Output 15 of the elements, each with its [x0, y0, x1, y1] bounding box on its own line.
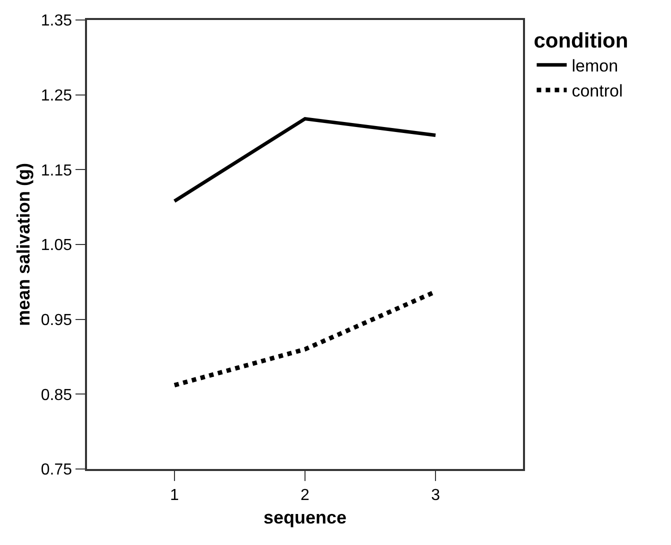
y-tick-label: 1.05 — [40, 237, 72, 254]
y-tick-label: 1.35 — [40, 12, 72, 30]
x-tick-label: 2 — [300, 486, 310, 504]
x-axis-title: sequence — [263, 508, 347, 528]
x-tick-label: 3 — [431, 486, 440, 504]
legend-label: control — [572, 82, 623, 101]
x-tick-label: 1 — [170, 486, 180, 504]
legend-label: lemon — [572, 56, 618, 76]
y-tick-label: 1.25 — [40, 87, 72, 104]
y-axis-title: mean salivation (g) — [14, 162, 34, 326]
y-tick-label: 1.15 — [40, 162, 72, 180]
y-tick-label: 0.95 — [40, 312, 72, 329]
legend-title: condition — [534, 29, 628, 52]
y-tick-label: 0.85 — [40, 386, 72, 404]
y-tick-label: 0.75 — [40, 462, 72, 479]
